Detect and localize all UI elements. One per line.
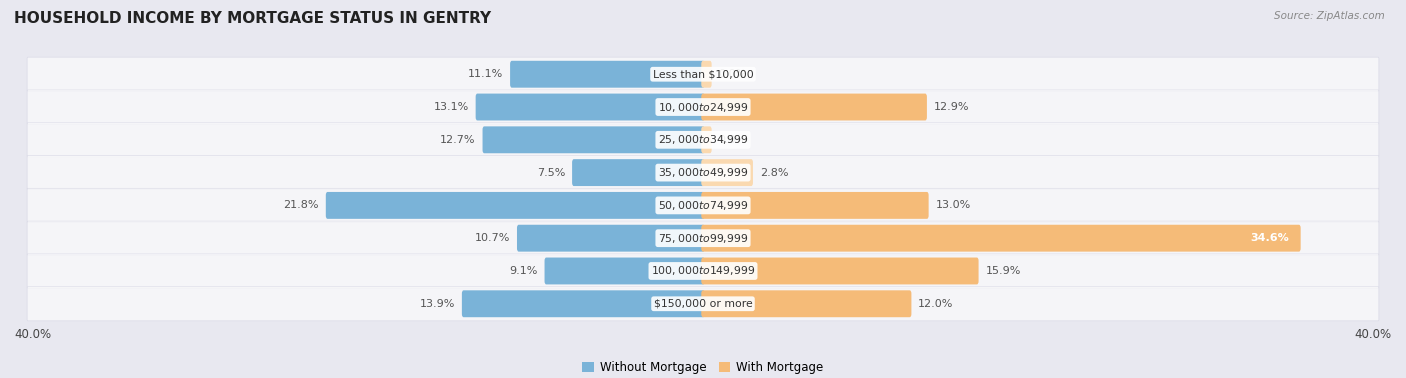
FancyBboxPatch shape: [27, 90, 1379, 124]
FancyBboxPatch shape: [27, 287, 1379, 321]
FancyBboxPatch shape: [482, 126, 704, 153]
Text: $35,000 to $49,999: $35,000 to $49,999: [658, 166, 748, 179]
FancyBboxPatch shape: [702, 61, 711, 88]
Text: 13.9%: 13.9%: [419, 299, 456, 309]
FancyBboxPatch shape: [27, 123, 1379, 157]
Text: 15.9%: 15.9%: [986, 266, 1021, 276]
Text: HOUSEHOLD INCOME BY MORTGAGE STATUS IN GENTRY: HOUSEHOLD INCOME BY MORTGAGE STATUS IN G…: [14, 11, 491, 26]
Text: 40.0%: 40.0%: [14, 328, 51, 341]
FancyBboxPatch shape: [27, 188, 1379, 222]
FancyBboxPatch shape: [544, 257, 704, 284]
FancyBboxPatch shape: [27, 57, 1379, 91]
FancyBboxPatch shape: [702, 192, 928, 219]
FancyBboxPatch shape: [27, 156, 1379, 190]
FancyBboxPatch shape: [27, 254, 1379, 288]
FancyBboxPatch shape: [27, 221, 1379, 255]
FancyBboxPatch shape: [517, 225, 704, 252]
Text: $25,000 to $34,999: $25,000 to $34,999: [658, 133, 748, 146]
Legend: Without Mortgage, With Mortgage: Without Mortgage, With Mortgage: [578, 356, 828, 378]
Text: 12.9%: 12.9%: [934, 102, 969, 112]
Text: $75,000 to $99,999: $75,000 to $99,999: [658, 232, 748, 245]
Text: $150,000 or more: $150,000 or more: [654, 299, 752, 309]
Text: 13.0%: 13.0%: [935, 200, 970, 211]
FancyBboxPatch shape: [572, 159, 704, 186]
FancyBboxPatch shape: [461, 290, 704, 317]
Text: 0.0%: 0.0%: [718, 69, 747, 79]
Text: 40.0%: 40.0%: [1355, 328, 1392, 341]
Text: 0.0%: 0.0%: [718, 135, 747, 145]
Text: $100,000 to $149,999: $100,000 to $149,999: [651, 265, 755, 277]
Text: 2.8%: 2.8%: [759, 167, 789, 178]
Text: 21.8%: 21.8%: [284, 200, 319, 211]
Text: $10,000 to $24,999: $10,000 to $24,999: [658, 101, 748, 113]
FancyBboxPatch shape: [702, 225, 1301, 252]
Text: Source: ZipAtlas.com: Source: ZipAtlas.com: [1274, 11, 1385, 21]
Text: 11.1%: 11.1%: [468, 69, 503, 79]
Text: 12.7%: 12.7%: [440, 135, 475, 145]
FancyBboxPatch shape: [702, 159, 754, 186]
FancyBboxPatch shape: [475, 94, 704, 121]
Text: 34.6%: 34.6%: [1250, 233, 1289, 243]
FancyBboxPatch shape: [702, 94, 927, 121]
FancyBboxPatch shape: [702, 290, 911, 317]
Text: 7.5%: 7.5%: [537, 167, 565, 178]
Text: 9.1%: 9.1%: [509, 266, 537, 276]
FancyBboxPatch shape: [702, 126, 711, 153]
FancyBboxPatch shape: [326, 192, 704, 219]
Text: 10.7%: 10.7%: [475, 233, 510, 243]
Text: $50,000 to $74,999: $50,000 to $74,999: [658, 199, 748, 212]
Text: 12.0%: 12.0%: [918, 299, 953, 309]
FancyBboxPatch shape: [702, 257, 979, 284]
Text: Less than $10,000: Less than $10,000: [652, 69, 754, 79]
Text: 13.1%: 13.1%: [433, 102, 468, 112]
FancyBboxPatch shape: [510, 61, 704, 88]
